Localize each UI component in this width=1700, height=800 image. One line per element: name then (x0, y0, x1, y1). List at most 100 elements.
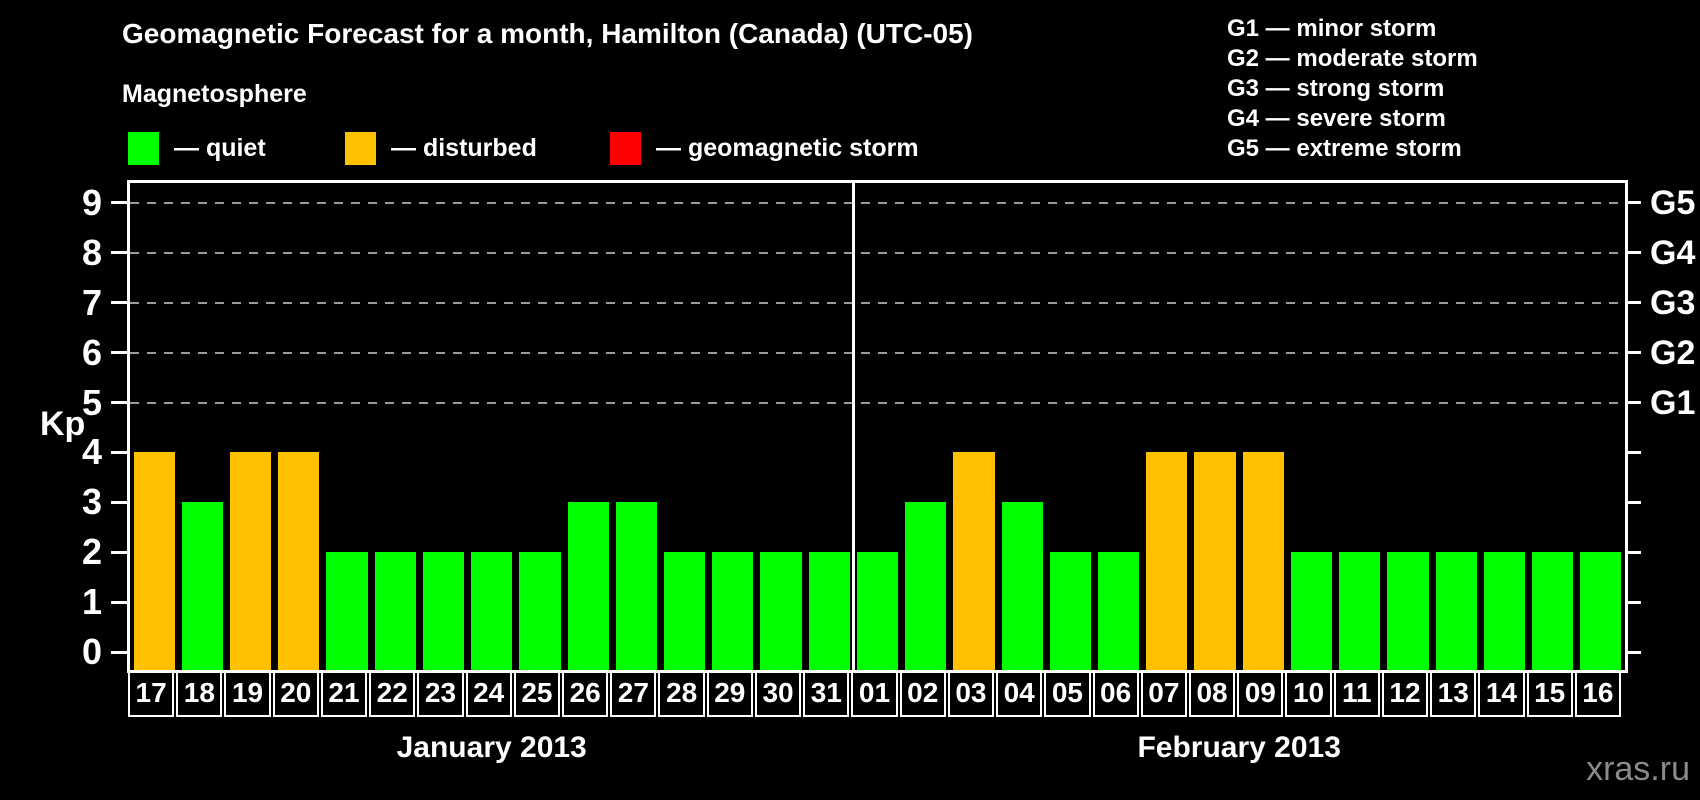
day-label-12: 12 (1381, 670, 1429, 717)
bar-day-01 (856, 552, 899, 670)
y-axis-tick-label-5: 5 (81, 381, 102, 423)
y-tick-left-1 (111, 600, 127, 604)
y-tick-right-1 (1625, 600, 1641, 604)
day-label-20: 20 (272, 670, 319, 717)
bar-day-06 (1098, 552, 1140, 670)
y-tick-right-0 (1625, 650, 1641, 654)
day-label-26: 26 (562, 670, 609, 717)
y-tick-right-3 (1625, 500, 1641, 504)
day-label-29: 29 (706, 670, 753, 717)
legend-item-storm: — geomagnetic storm (610, 128, 919, 168)
bar-day-16 (1580, 552, 1622, 670)
right-axis-label-G2: G2 (1650, 333, 1696, 372)
legend-heading: Magnetosphere (122, 80, 307, 108)
day-label-15: 15 (1526, 670, 1573, 717)
day-label-16: 16 (1574, 670, 1621, 717)
legend-label-quiet: — quiet (174, 133, 266, 162)
legend-item-quiet: — quiet (128, 128, 266, 168)
day-label-30: 30 (754, 670, 802, 717)
day-label-07: 07 (1140, 670, 1187, 717)
storm-scale-item-4: G4 — severe storm (1227, 105, 1446, 132)
bar-day-27 (615, 502, 657, 670)
y-axis-tick-label-4: 4 (81, 431, 102, 473)
day-label-08: 08 (1188, 670, 1236, 717)
gridline-kp7 (130, 301, 1625, 304)
bar-day-25 (519, 552, 561, 670)
bar-day-23 (422, 552, 465, 670)
right-axis-label-G4: G4 (1650, 233, 1696, 272)
y-axis-tick-label-2: 2 (81, 531, 102, 573)
legend-label-storm: — geomagnetic storm (656, 133, 919, 162)
y-tick-right-4 (1625, 450, 1641, 454)
bar-day-29 (712, 552, 754, 670)
y-tick-left-9 (111, 201, 127, 205)
day-label-13: 13 (1430, 670, 1477, 717)
bar-day-30 (760, 552, 802, 670)
day-label-17: 17 (128, 670, 175, 717)
day-label-27: 27 (610, 670, 657, 717)
day-label-22: 22 (369, 670, 416, 717)
gridline-kp5 (130, 401, 1625, 404)
magnetosphere-legend: — quiet — disturbed — geomagnetic storm (0, 128, 1700, 168)
bar-day-18 (181, 502, 223, 670)
bar-day-20 (278, 452, 320, 670)
y-tick-right-7 (1625, 301, 1641, 305)
y-tick-right-6 (1625, 351, 1641, 355)
bar-day-24 (471, 552, 513, 670)
legend-item-disturbed: — disturbed (345, 128, 537, 168)
y-tick-right-5 (1625, 401, 1641, 404)
bar-day-04 (1001, 502, 1043, 670)
y-axis-tick-label-0: 0 (81, 631, 102, 672)
bar-day-21 (326, 552, 368, 670)
y-axis-tick-label-7: 7 (81, 281, 102, 323)
day-label-05: 05 (1044, 670, 1091, 717)
y-tick-left-7 (111, 301, 127, 305)
y-axis-tick-label-1: 1 (81, 581, 102, 623)
month-separator (851, 183, 855, 670)
month-label-2: February 2013 (1137, 731, 1341, 764)
day-label-09: 09 (1237, 670, 1284, 717)
y-tick-right-9 (1625, 201, 1641, 205)
bar-day-02 (905, 502, 947, 670)
bar-day-13 (1435, 552, 1477, 670)
day-label-02: 02 (899, 670, 946, 717)
bar-day-08 (1194, 452, 1236, 670)
day-label-23: 23 (417, 670, 464, 717)
bar-day-10 (1290, 552, 1333, 670)
y-axis-label: Kp (40, 405, 86, 443)
day-label-11: 11 (1333, 670, 1380, 717)
y-tick-left-0 (111, 650, 127, 654)
y-tick-left-6 (111, 351, 127, 355)
day-label-06: 06 (1092, 670, 1139, 717)
bar-day-26 (567, 502, 609, 670)
month-label-1: January 2013 (396, 731, 587, 764)
day-label-10: 10 (1285, 670, 1332, 717)
watermark: xras.ru (1586, 750, 1690, 788)
y-tick-left-5 (111, 401, 127, 404)
day-label-21: 21 (320, 670, 368, 717)
y-tick-left-4 (111, 450, 127, 454)
bar-day-09 (1242, 452, 1284, 670)
y-axis-tick-label-3: 3 (81, 481, 102, 523)
bar-day-19 (229, 452, 272, 670)
bar-day-12 (1387, 552, 1429, 670)
day-label-01: 01 (851, 670, 898, 717)
day-label-18: 18 (176, 670, 223, 717)
right-axis-label-G1: G1 (1650, 383, 1696, 422)
storm-scale-item-3: G3 — strong storm (1227, 75, 1445, 102)
day-label-25: 25 (513, 670, 561, 717)
day-label-28: 28 (658, 670, 705, 717)
day-label-31: 31 (803, 670, 850, 717)
y-tick-right-2 (1625, 550, 1641, 554)
bar-day-14 (1483, 552, 1526, 670)
bar-day-03 (953, 452, 995, 670)
bar-day-31 (808, 552, 850, 670)
bar-day-05 (1049, 552, 1091, 670)
bar-day-22 (374, 552, 416, 670)
legend-swatch-disturbed (345, 131, 376, 165)
day-label-19: 19 (224, 670, 271, 717)
day-label-14: 14 (1478, 670, 1525, 717)
storm-scale-item-1: G1 — minor storm (1227, 15, 1437, 42)
bar-day-15 (1532, 552, 1574, 670)
